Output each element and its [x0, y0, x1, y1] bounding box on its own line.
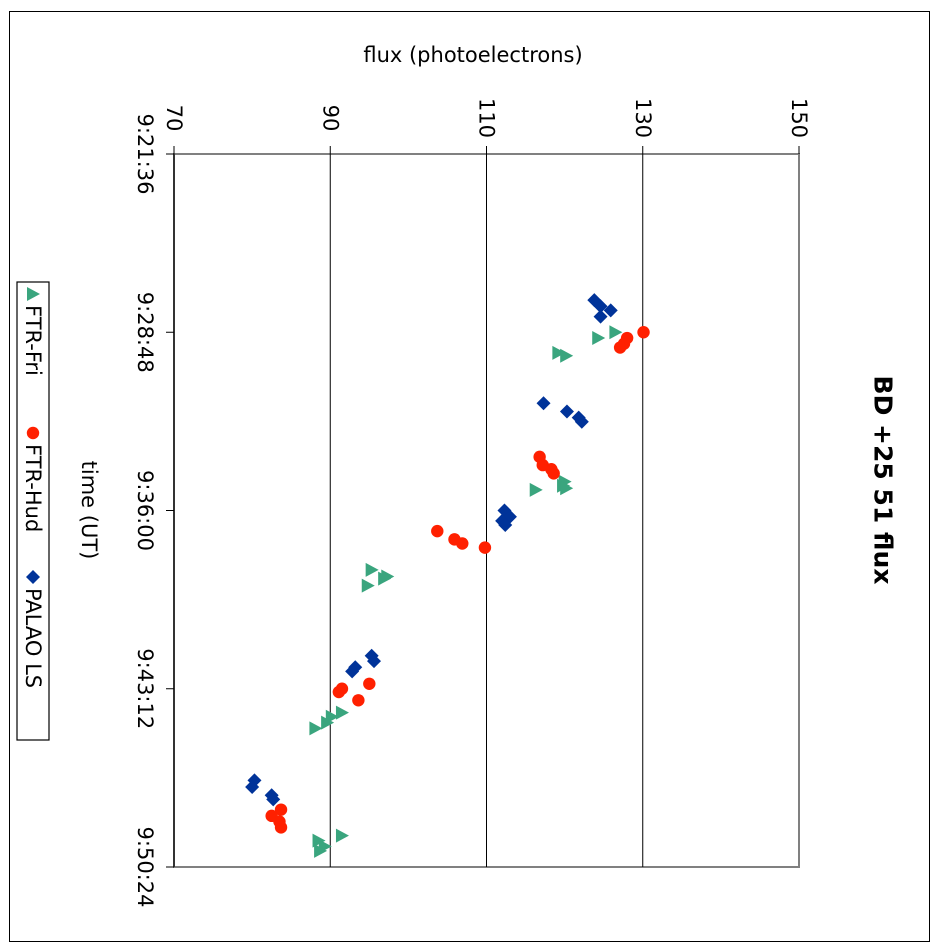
- data-point: [613, 341, 627, 354]
- data-point: [456, 537, 469, 550]
- data-point: [309, 721, 323, 736]
- x-tick-label: 9:36:00: [133, 470, 157, 551]
- data-point: [335, 705, 349, 720]
- data-point: [266, 792, 281, 807]
- legend-label: FTR-Hud: [21, 444, 45, 532]
- x-tick-label: 9:43:12: [133, 648, 157, 729]
- y-tick-label: 90: [318, 105, 342, 132]
- data-point: [274, 803, 288, 816]
- x-tick-label: 9:28:48: [133, 292, 157, 373]
- y-tick-label: 70: [162, 105, 186, 132]
- x-tick-label: 9:50:24: [133, 827, 157, 908]
- y-tick-label: 130: [631, 98, 655, 138]
- data-point: [431, 524, 444, 538]
- data-point: [560, 348, 574, 363]
- data-point: [498, 517, 513, 532]
- data-point: [335, 828, 349, 843]
- data-point: [637, 326, 650, 339]
- data-point: [593, 309, 608, 324]
- data-point: [314, 843, 328, 858]
- y-tick-label: 110: [475, 98, 499, 138]
- y-axis-title: flux (photoelectrons): [363, 43, 582, 67]
- data-point: [352, 694, 365, 707]
- data-point: [321, 715, 335, 730]
- data-point: [560, 481, 574, 496]
- data-point: [536, 396, 551, 411]
- data-point: [547, 467, 560, 480]
- x-tick-label: 9:21:36: [133, 114, 157, 195]
- data-point: [365, 562, 379, 577]
- data-point: [552, 345, 566, 360]
- legend-label: PALAO LS: [21, 588, 45, 688]
- data-point: [378, 571, 392, 586]
- data-point: [574, 414, 589, 429]
- chart-frame: [9, 11, 930, 942]
- data-point: [609, 325, 623, 340]
- y-tick-label: 150: [787, 98, 811, 138]
- legend-label: FTR-Fri: [21, 305, 45, 376]
- data-point: [559, 404, 574, 419]
- data-point: [274, 821, 288, 834]
- data-point: [367, 654, 381, 669]
- data-point: [345, 664, 360, 679]
- legend-marker: [26, 426, 40, 440]
- data-point: [361, 578, 375, 593]
- x-axis-title: time (UT): [77, 461, 101, 560]
- data-point: [245, 779, 260, 794]
- data-point: [332, 685, 346, 699]
- data-point: [603, 303, 618, 318]
- data-point: [593, 299, 608, 314]
- legend-marker: [26, 570, 40, 584]
- data-point: [363, 677, 376, 690]
- legend-marker: [27, 287, 40, 301]
- legend: [16, 281, 50, 741]
- chart-title: BD +25 51 flux: [869, 376, 898, 585]
- data-point: [529, 482, 543, 497]
- data-point: [478, 541, 492, 554]
- data-point: [592, 331, 606, 346]
